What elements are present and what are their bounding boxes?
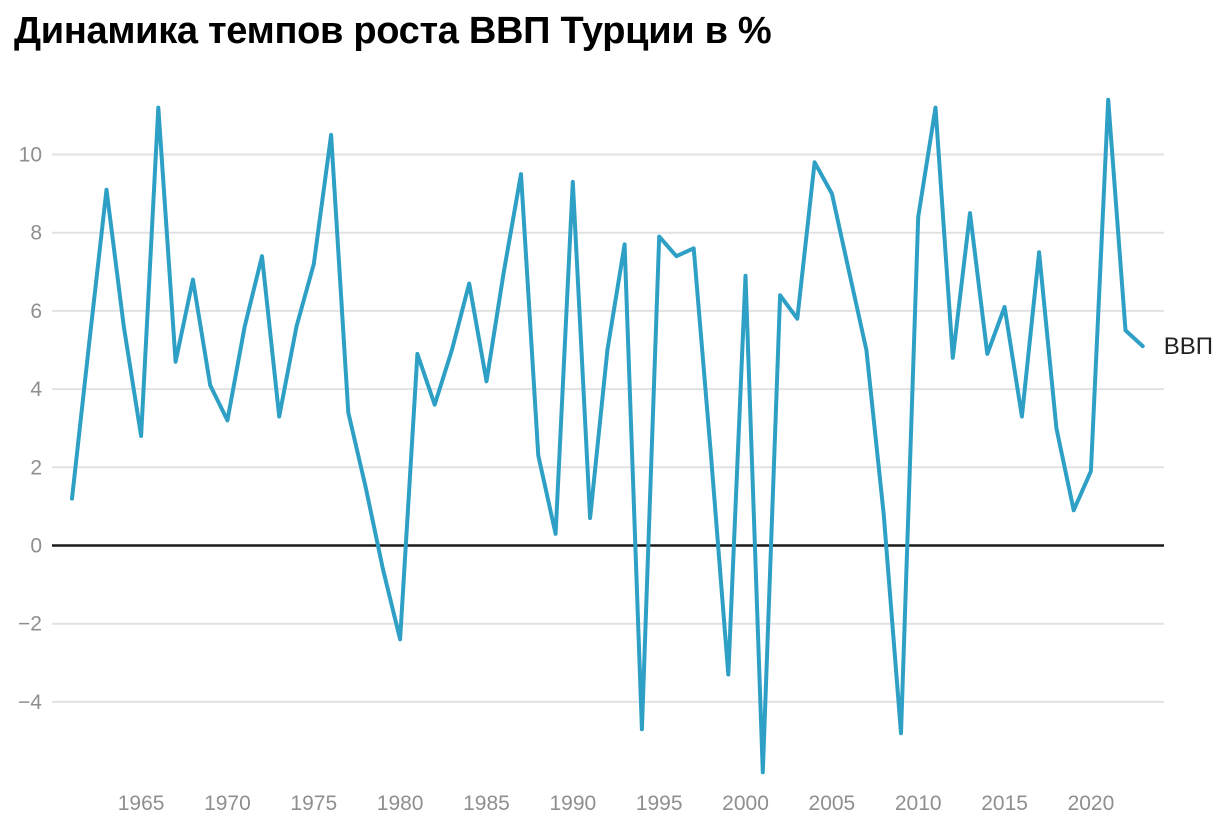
y-tick-label: 0 [30,535,42,558]
gdp-line-series [70,97,1145,775]
y-tick-label: 10 [19,144,42,167]
gridlines [52,153,1164,703]
x-tick-label: 2015 [981,792,1028,815]
y-tick-label: 2 [30,456,42,479]
x-tick-label: 2010 [895,792,942,815]
chart-title: Динамика темпов роста ВВП Турции в % [14,10,772,52]
x-tick-label: 1975 [290,792,337,815]
x-tick-label: 1970 [204,792,251,815]
y-tick-label: −4 [18,691,42,714]
x-tick-label: 1985 [463,792,510,815]
x-tick-label: 1980 [377,792,424,815]
x-tick-label: 1965 [118,792,165,815]
x-axis-tick-labels: 1965 1970 1975 1980 1985 1990 1995 2000 2005 2010… [118,792,1115,815]
x-tick-label: 2005 [809,792,856,815]
series-label: ВВП [1164,333,1213,360]
x-tick-label: 2000 [722,792,769,815]
x-tick-label: 2020 [1068,792,1115,815]
y-tick-label: 4 [30,378,42,401]
y-tick-label: 6 [30,300,42,323]
y-axis-tick-labels: 10 8 6 4 2 0 −2 −4 [18,144,42,714]
x-tick-label: 1995 [636,792,683,815]
x-tick-label: 1990 [549,792,596,815]
y-tick-label: −2 [18,613,42,636]
y-tick-label: 8 [30,222,42,245]
